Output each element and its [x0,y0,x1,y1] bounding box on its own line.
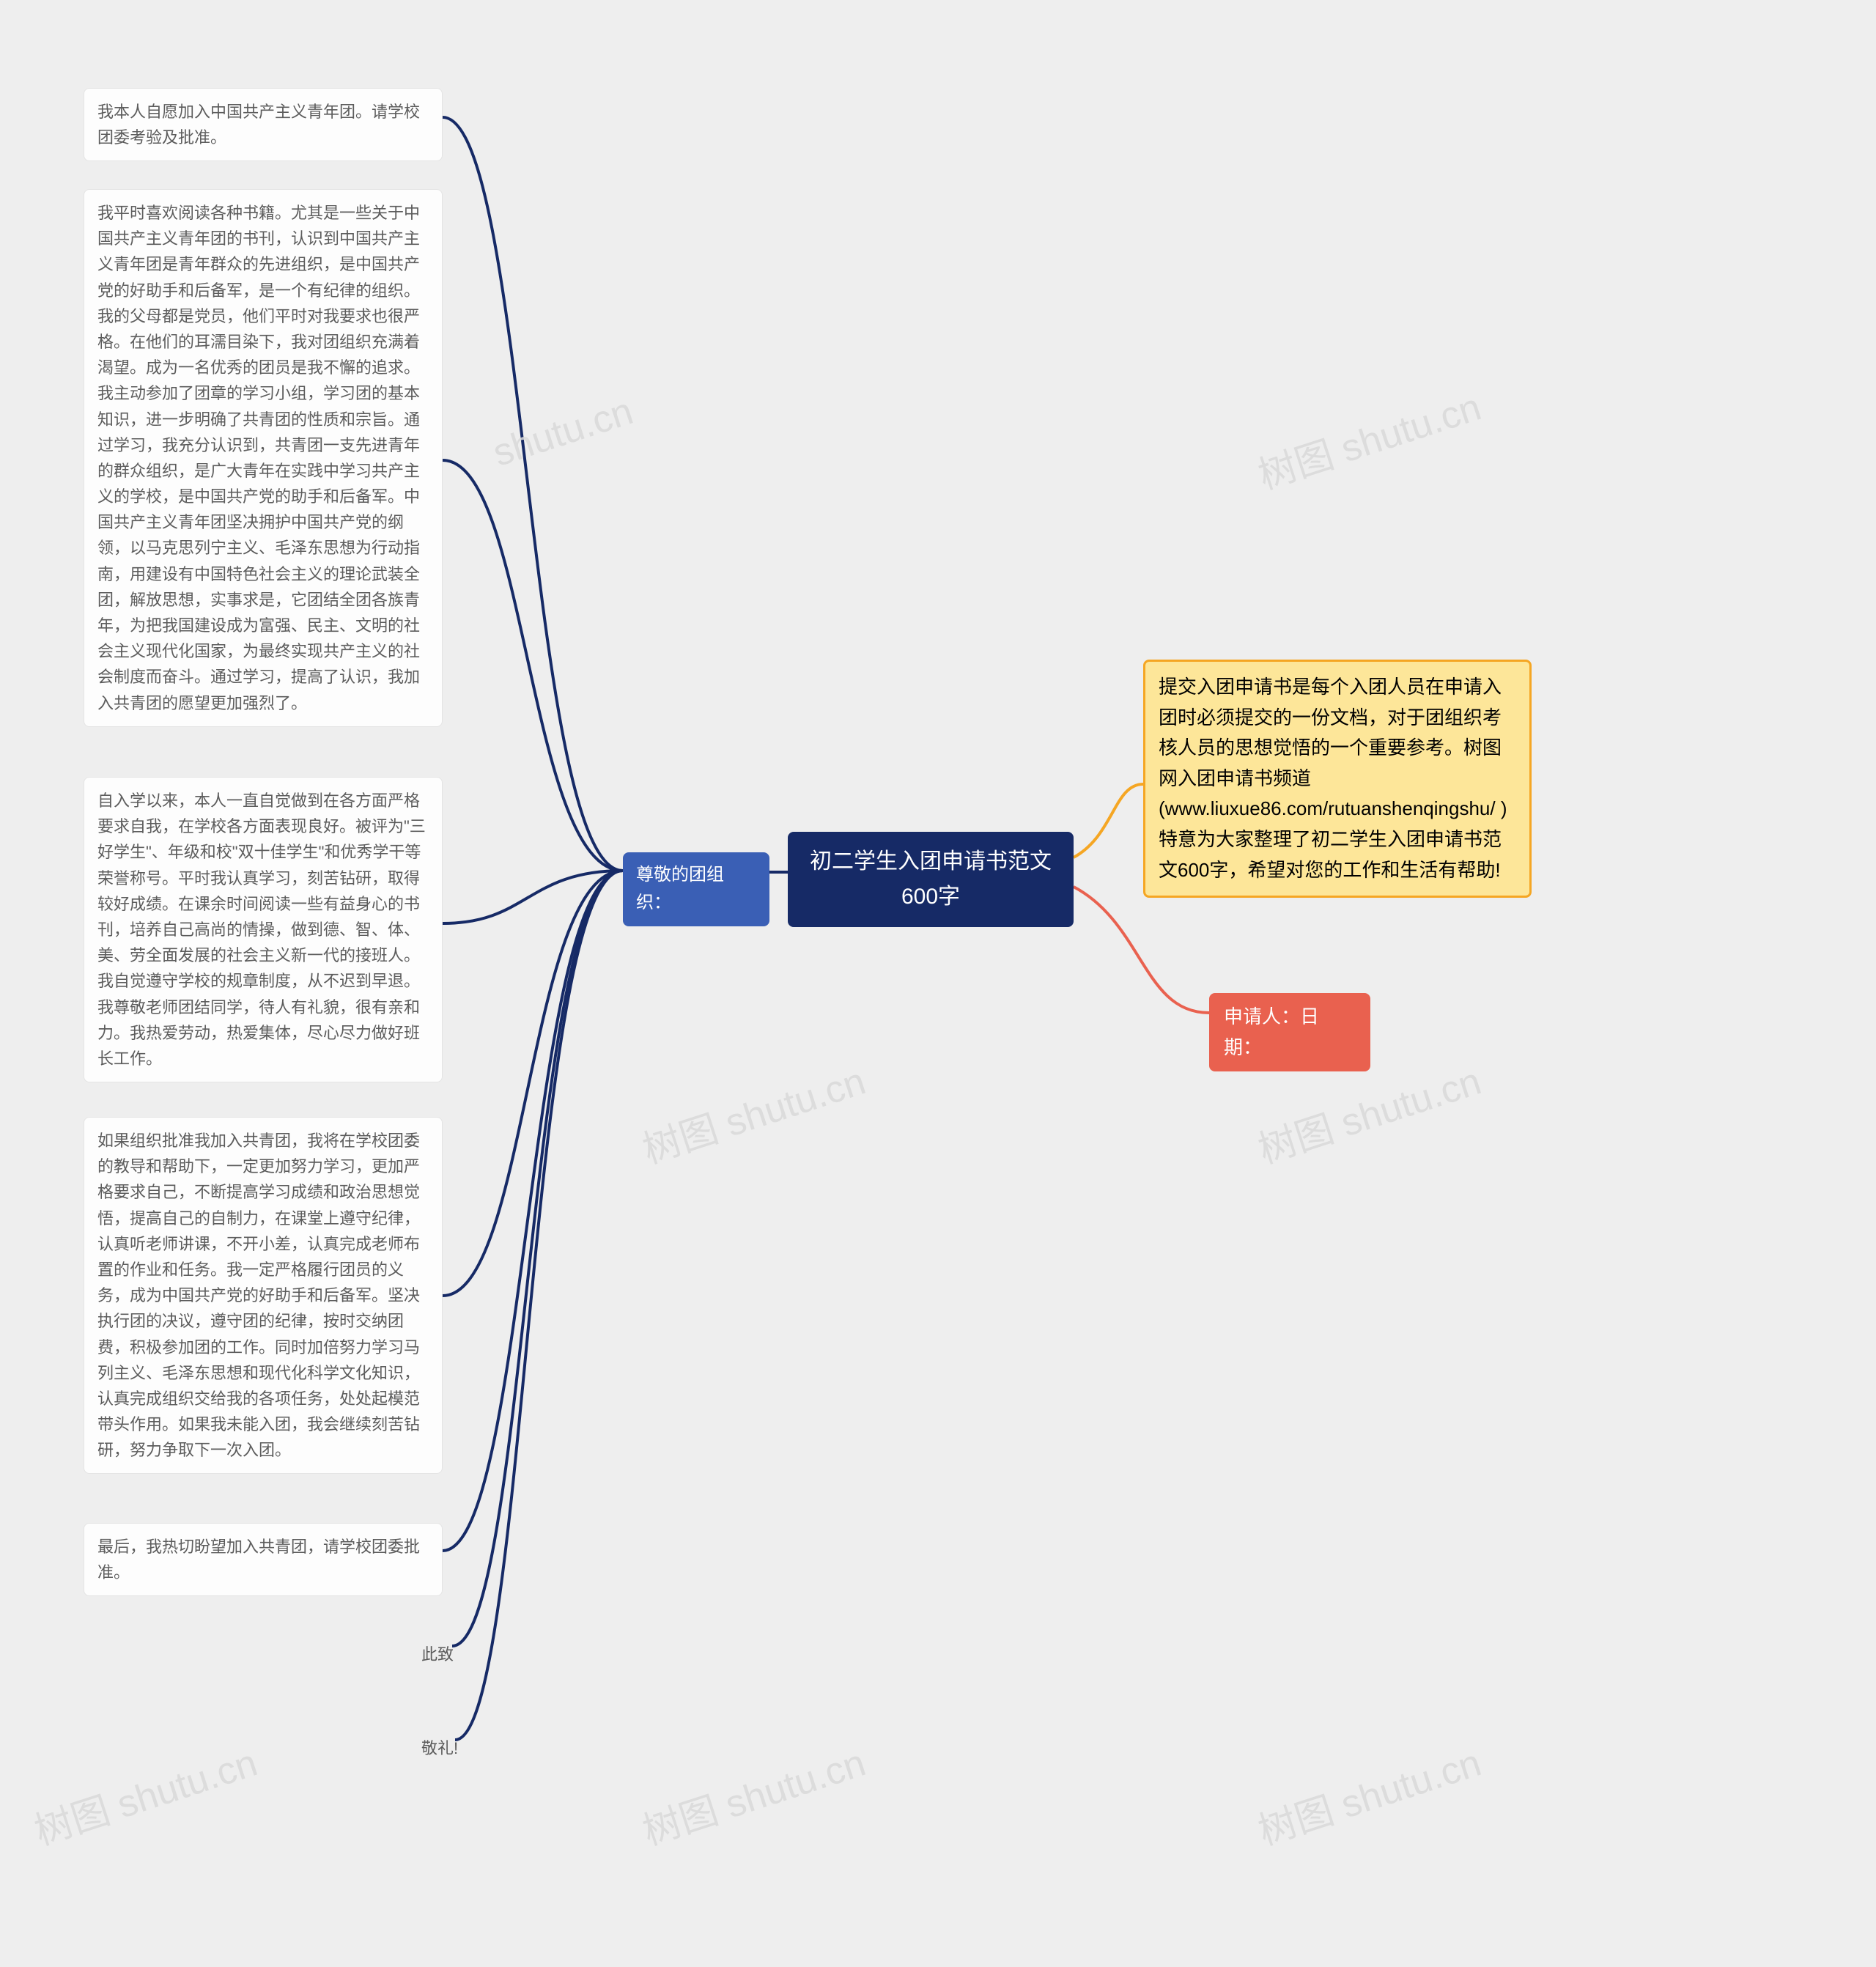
watermark: 树图 shutu.cn [26,1732,263,1856]
connector-leaf-6 [455,871,623,1740]
leaf-node[interactable]: 自入学以来，本人一直自觉做到在各方面严格要求自我，在学校各方面表现良好。被评为"… [84,777,443,1082]
connector-leaf-5 [452,871,623,1646]
leaf-node[interactable]: 最后，我热切盼望加入共青团，请学校团委批准。 [84,1523,443,1596]
leaf-node[interactable]: 如果组织批准我加入共青团，我将在学校团委的教导和帮助下，一定更加努力学习，更加严… [84,1117,443,1474]
connector-leaf-0 [443,117,623,871]
leaf-node[interactable]: 我本人自愿加入中国共产主义青年团。请学校团委考验及批准。 [84,88,443,161]
watermark: shutu.cn [488,389,638,476]
salutation-node[interactable]: 尊敬的团组织： [623,852,769,926]
closing-node: 敬礼! [408,1725,471,1771]
connector-leaf-3 [443,871,623,1296]
center-node[interactable]: 初二学生入团申请书范文600字 [788,832,1074,927]
connector-leaf-1 [443,460,623,871]
watermark: 树图 shutu.cn [1250,1732,1487,1856]
connector-leaf-2 [443,871,623,923]
mindmap-canvas: 树图 shutu.cn 树图 shutu.cn 树图 shutu.cn 树图 s… [0,0,1876,1967]
intro-node[interactable]: 提交入团申请书是每个入团人员在申请入团时必须提交的一份文档，对于团组织考核人员的… [1143,660,1532,898]
connector-yellow [1074,784,1143,857]
closing-node: 此致 [408,1631,467,1678]
watermark: 树图 shutu.cn [1250,376,1487,500]
signature-node[interactable]: 申请人：日期： [1209,993,1370,1071]
watermark: 树图 shutu.cn [635,1050,871,1174]
watermark: 树图 shutu.cn [635,1732,871,1856]
leaf-node[interactable]: 我平时喜欢阅读各种书籍。尤其是一些关于中国共产主义青年团的书刊，认识到中国共产主… [84,189,443,727]
connector-leaf-4 [443,871,623,1551]
connector-red [1074,887,1209,1013]
